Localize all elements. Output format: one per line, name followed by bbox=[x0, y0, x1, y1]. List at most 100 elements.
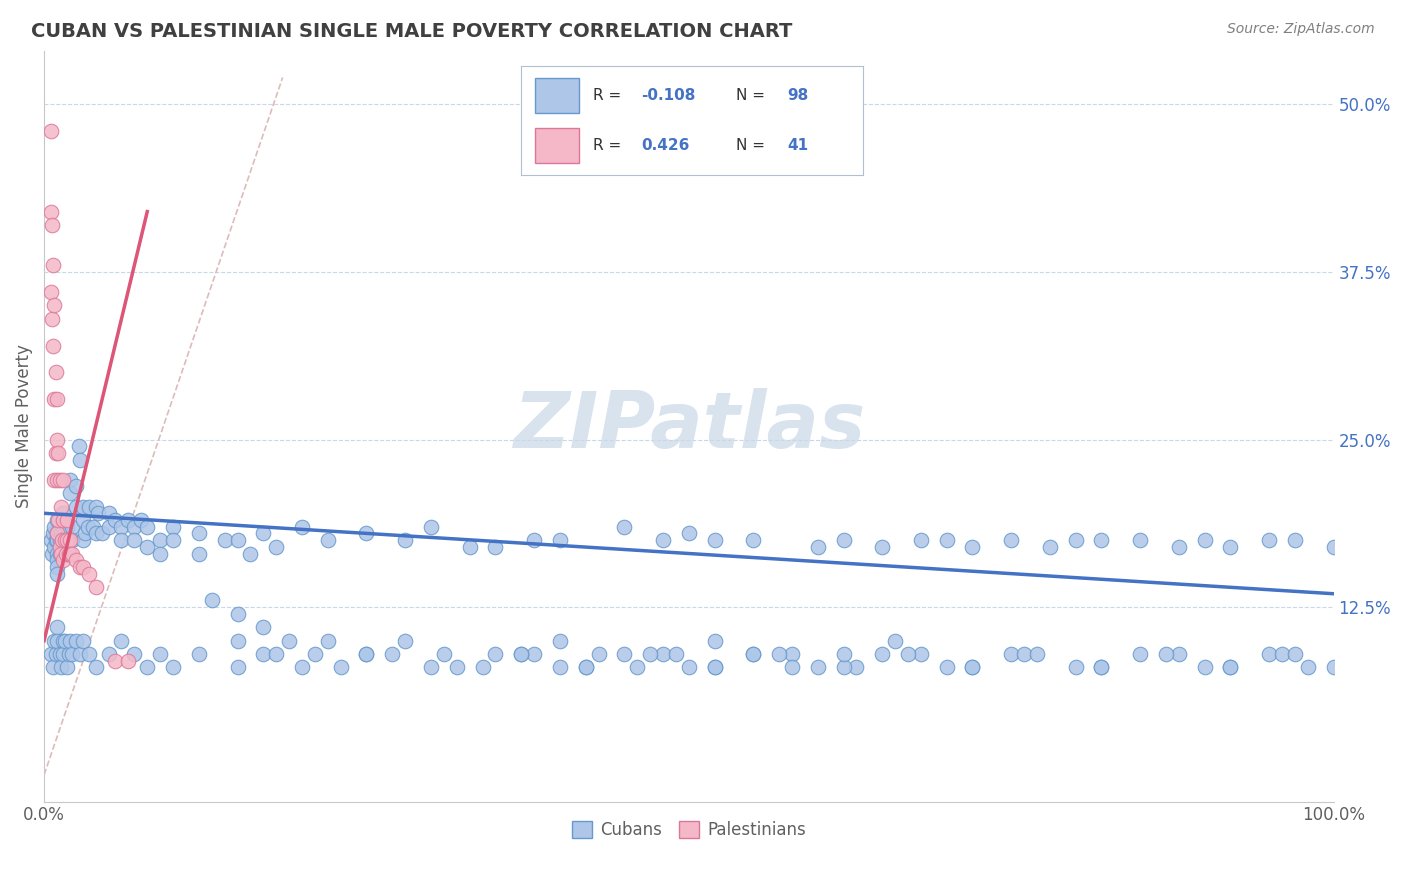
Point bbox=[110, 633, 132, 648]
Point bbox=[458, 540, 481, 554]
Point bbox=[39, 533, 62, 547]
Point bbox=[46, 513, 69, 527]
Point bbox=[304, 647, 326, 661]
Point bbox=[703, 660, 725, 674]
Point bbox=[356, 647, 378, 661]
Point bbox=[187, 547, 209, 561]
Point bbox=[46, 553, 69, 567]
Point bbox=[77, 566, 100, 581]
Point bbox=[652, 533, 675, 547]
Point bbox=[1064, 660, 1087, 674]
Text: ZIPatlas: ZIPatlas bbox=[513, 388, 865, 464]
Point bbox=[46, 560, 69, 574]
Point bbox=[110, 533, 132, 547]
Legend: Cubans, Palestinians: Cubans, Palestinians bbox=[565, 814, 813, 846]
Point bbox=[807, 660, 830, 674]
Point bbox=[46, 526, 69, 541]
Point bbox=[62, 533, 84, 547]
Point bbox=[62, 547, 84, 561]
Point bbox=[419, 519, 441, 533]
Point bbox=[69, 560, 91, 574]
Point bbox=[97, 647, 120, 661]
Point bbox=[56, 513, 79, 527]
Point bbox=[82, 519, 104, 533]
Point bbox=[1090, 533, 1112, 547]
Point bbox=[91, 526, 114, 541]
Point bbox=[1194, 660, 1216, 674]
Point bbox=[149, 533, 172, 547]
Point bbox=[48, 533, 70, 547]
Point bbox=[41, 547, 63, 561]
Point bbox=[42, 660, 65, 674]
Point bbox=[613, 519, 636, 533]
Point bbox=[1090, 660, 1112, 674]
Point bbox=[1167, 540, 1189, 554]
Point bbox=[56, 533, 79, 547]
Point bbox=[523, 647, 546, 661]
Point bbox=[72, 513, 94, 527]
Point bbox=[329, 660, 352, 674]
Point bbox=[136, 519, 159, 533]
Point bbox=[510, 647, 533, 661]
Point bbox=[72, 633, 94, 648]
Point bbox=[46, 473, 69, 487]
Point bbox=[897, 647, 920, 661]
Point bbox=[62, 647, 84, 661]
Point bbox=[65, 500, 87, 514]
Point bbox=[58, 547, 80, 561]
Point bbox=[510, 647, 533, 661]
Y-axis label: Single Male Poverty: Single Male Poverty bbox=[15, 344, 32, 508]
Point bbox=[41, 218, 63, 232]
Point bbox=[45, 533, 67, 547]
Point bbox=[52, 506, 75, 520]
Point bbox=[58, 647, 80, 661]
Point bbox=[252, 620, 274, 634]
Point bbox=[87, 506, 110, 520]
Point bbox=[39, 647, 62, 661]
Point bbox=[44, 633, 66, 648]
Point bbox=[46, 620, 69, 634]
Point bbox=[55, 547, 77, 561]
Point bbox=[46, 446, 69, 460]
Point bbox=[149, 647, 172, 661]
Point bbox=[278, 633, 301, 648]
Point bbox=[59, 533, 82, 547]
Point bbox=[471, 660, 494, 674]
Point bbox=[46, 526, 69, 541]
Point bbox=[42, 258, 65, 272]
Point bbox=[419, 660, 441, 674]
Point bbox=[678, 526, 700, 541]
Point bbox=[46, 547, 69, 561]
Point bbox=[45, 647, 67, 661]
Point bbox=[638, 647, 661, 661]
Point bbox=[780, 647, 803, 661]
Point bbox=[1012, 647, 1035, 661]
Point bbox=[62, 519, 84, 533]
Point bbox=[124, 647, 146, 661]
Point bbox=[46, 513, 69, 527]
Point bbox=[39, 124, 62, 138]
Point bbox=[548, 633, 571, 648]
Point bbox=[291, 519, 314, 533]
Point bbox=[226, 660, 249, 674]
Point bbox=[39, 285, 62, 299]
Point bbox=[136, 660, 159, 674]
Point bbox=[1322, 540, 1344, 554]
Point bbox=[742, 533, 765, 547]
Point bbox=[72, 533, 94, 547]
Point bbox=[52, 513, 75, 527]
Point bbox=[264, 647, 287, 661]
Point bbox=[67, 439, 90, 453]
Point bbox=[44, 540, 66, 554]
Point bbox=[59, 633, 82, 648]
Point bbox=[48, 647, 70, 661]
Point bbox=[832, 660, 855, 674]
Point bbox=[201, 593, 224, 607]
Point bbox=[523, 533, 546, 547]
Point bbox=[678, 660, 700, 674]
Point bbox=[42, 526, 65, 541]
Point bbox=[548, 533, 571, 547]
Point bbox=[1000, 647, 1022, 661]
Point bbox=[110, 519, 132, 533]
Point bbox=[291, 660, 314, 674]
